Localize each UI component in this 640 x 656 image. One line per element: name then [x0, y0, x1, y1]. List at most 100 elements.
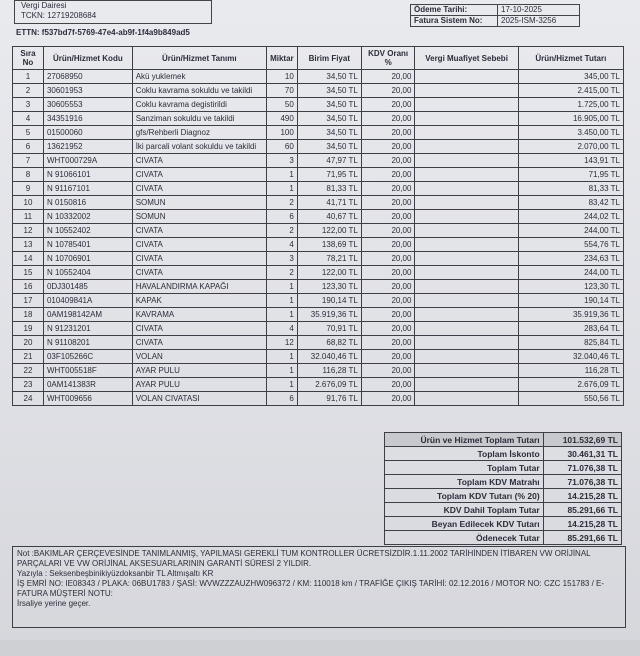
cell-vat: 20,00: [360, 363, 416, 378]
item-row: 6 13621952 İki parcali volant sokuldu ve t…: [12, 139, 625, 154]
cell-total: 123,30 TL: [517, 279, 625, 294]
item-row: 19 N 91231201 CIVATA 4 70,91 TL 20,00 283,64 T…: [12, 321, 625, 336]
cell-code: 03F105266C: [42, 349, 133, 364]
cell-total: 16.905,00 TL: [517, 111, 625, 126]
total-value: 30.461,31 TL: [542, 446, 623, 461]
cell-price: 123,30 TL: [296, 279, 362, 294]
cell-exemption: [414, 279, 519, 294]
cell-desc: Coklu kavrama degistirildi: [131, 97, 267, 112]
cell-code: N 10332002: [42, 209, 133, 224]
cell-code: 01500060: [42, 125, 133, 140]
cell-qty: 1: [265, 307, 298, 322]
cell-vat: 20,00: [360, 111, 416, 126]
total-value: 71.076,38 TL: [542, 474, 623, 489]
cell-no: 21: [12, 349, 44, 364]
cell-exemption: [414, 307, 519, 322]
cell-desc: CIVATA: [131, 265, 267, 280]
cell-price: 47,97 TL: [296, 153, 362, 168]
seller-box: Vergi Dairesi TCKN: 12719208684: [14, 0, 212, 24]
column-header: Ürün/Hizmet Kodu: [42, 46, 133, 70]
cell-total: 244,00 TL: [517, 265, 625, 280]
cell-exemption: [414, 391, 519, 406]
info-row: Fatura Sistem No: 2025-ISM-3256: [411, 16, 579, 26]
cell-no: 8: [12, 167, 44, 182]
cell-desc: AYAR PULU: [131, 363, 267, 378]
cell-no: 5: [12, 125, 44, 140]
cell-no: 7: [12, 153, 44, 168]
column-header: KDV Oranı %: [360, 46, 416, 70]
total-value: 14.215,28 TL: [542, 488, 623, 503]
item-row: 24 WHT009656 VOLAN CIVATASI 6 91,76 TL 20,00 5…: [12, 391, 625, 406]
value: 2025-ISM-3256: [501, 16, 557, 25]
cell-exemption: [414, 125, 519, 140]
cell-qty: 3: [265, 251, 298, 266]
cell-price: 138,69 TL: [296, 237, 362, 252]
total-row: Ödenecek Tutar 85.291,66 TL: [384, 530, 623, 545]
cell-price: 68,82 TL: [296, 335, 362, 350]
cell-vat: 20,00: [360, 265, 416, 280]
cell-desc: CIVATA: [131, 237, 267, 252]
tax-office: Vergi Dairesi: [21, 1, 67, 10]
cell-total: 244,02 TL: [517, 209, 625, 224]
cell-no: 19: [12, 321, 44, 336]
note-line: Yazıyla : Seksenbeşbinikiyüzdoksanbir TL…: [17, 569, 214, 578]
cell-no: 10: [12, 195, 44, 210]
cell-code: 27068950: [42, 69, 133, 84]
cell-code: N 0150816: [42, 195, 133, 210]
cell-total: 143,91 TL: [517, 153, 625, 168]
cell-vat: 20,00: [360, 293, 416, 308]
cell-no: 16: [12, 279, 44, 294]
cell-vat: 20,00: [360, 335, 416, 350]
item-row: 7 WHT000729A CIVATA 3 47,97 TL 20,00 143,91 TL: [12, 153, 625, 168]
cell-total: 83,42 TL: [517, 195, 625, 210]
cell-total: 190,14 TL: [517, 293, 625, 308]
item-row: 14 N 10706901 CIVATA 3 78,21 TL 20,00 234,63 T…: [12, 251, 625, 266]
column-header: Ürün/Hizmet Tutarı: [517, 46, 625, 70]
item-row: 22 WHT005518F AYAR PULU 1 116,28 TL 20,00 116,…: [12, 363, 625, 378]
cell-code: WHT009656: [42, 391, 133, 406]
cell-price: 34,50 TL: [296, 69, 362, 84]
column-header: Miktar: [265, 46, 298, 70]
cell-no: 22: [12, 363, 44, 378]
total-row: Toplam KDV Matrahı 71.076,38 TL: [384, 474, 623, 489]
cell-exemption: [414, 181, 519, 196]
cell-vat: 20,00: [360, 181, 416, 196]
cell-exemption: [414, 195, 519, 210]
cell-exemption: [414, 111, 519, 126]
cell-total: 32.040,46 TL: [517, 349, 625, 364]
item-row: 16 0DJ301485 HAVALANDIRMA KAPAĞI 1 123,30 TL…: [12, 279, 625, 294]
invoice: Vergi Dairesi TCKN: 12719208684 Ödeme Ta…: [0, 0, 640, 640]
cell-no: 6: [12, 139, 44, 154]
cell-qty: 1: [265, 363, 298, 378]
header-row: Sıra No Ürün/Hizmet Kodu Ürün/Hizmet Tanım…: [12, 46, 625, 70]
cell-price: 40,67 TL: [296, 209, 362, 224]
cell-code: N 91167101: [42, 181, 133, 196]
cell-code: 010409841A: [42, 293, 133, 308]
cell-no: 17: [12, 293, 44, 308]
note-line: İrsaliye yerine geçer.: [17, 599, 91, 608]
item-row: 21 03F105266C VOLAN 1 32.040,46 TL 20,00 32.04…: [12, 349, 625, 364]
cell-qty: 12: [265, 335, 298, 350]
cell-exemption: [414, 251, 519, 266]
cell-qty: 6: [265, 391, 298, 406]
cell-qty: 100: [265, 125, 298, 140]
cell-qty: 3: [265, 153, 298, 168]
cell-total: 2.676,09 TL: [517, 377, 625, 392]
cell-price: 34,50 TL: [296, 83, 362, 98]
ettn: ETTN: f537bd7f-5769-47e4-ab9f-1f4a9b849a…: [16, 28, 190, 37]
item-row: 4 34351916 Sanziman sokuldu ve takildi 490 3…: [12, 111, 625, 126]
cell-price: 2.676,09 TL: [296, 377, 362, 392]
total-value: 71.076,38 TL: [542, 460, 623, 475]
total-label: Ürün ve Hizmet Toplam Tutarı: [384, 432, 544, 447]
cell-total: 35.919,36 TL: [517, 307, 625, 322]
cell-vat: 20,00: [360, 321, 416, 336]
cell-price: 122,00 TL: [296, 265, 362, 280]
cell-exemption: [414, 377, 519, 392]
cell-vat: 20,00: [360, 153, 416, 168]
cell-no: 24: [12, 391, 44, 406]
cell-code: WHT000729A: [42, 153, 133, 168]
total-row: Beyan Edilecek KDV Tutarı 14.215,28 TL: [384, 516, 623, 531]
cell-price: 71,95 TL: [296, 167, 362, 182]
